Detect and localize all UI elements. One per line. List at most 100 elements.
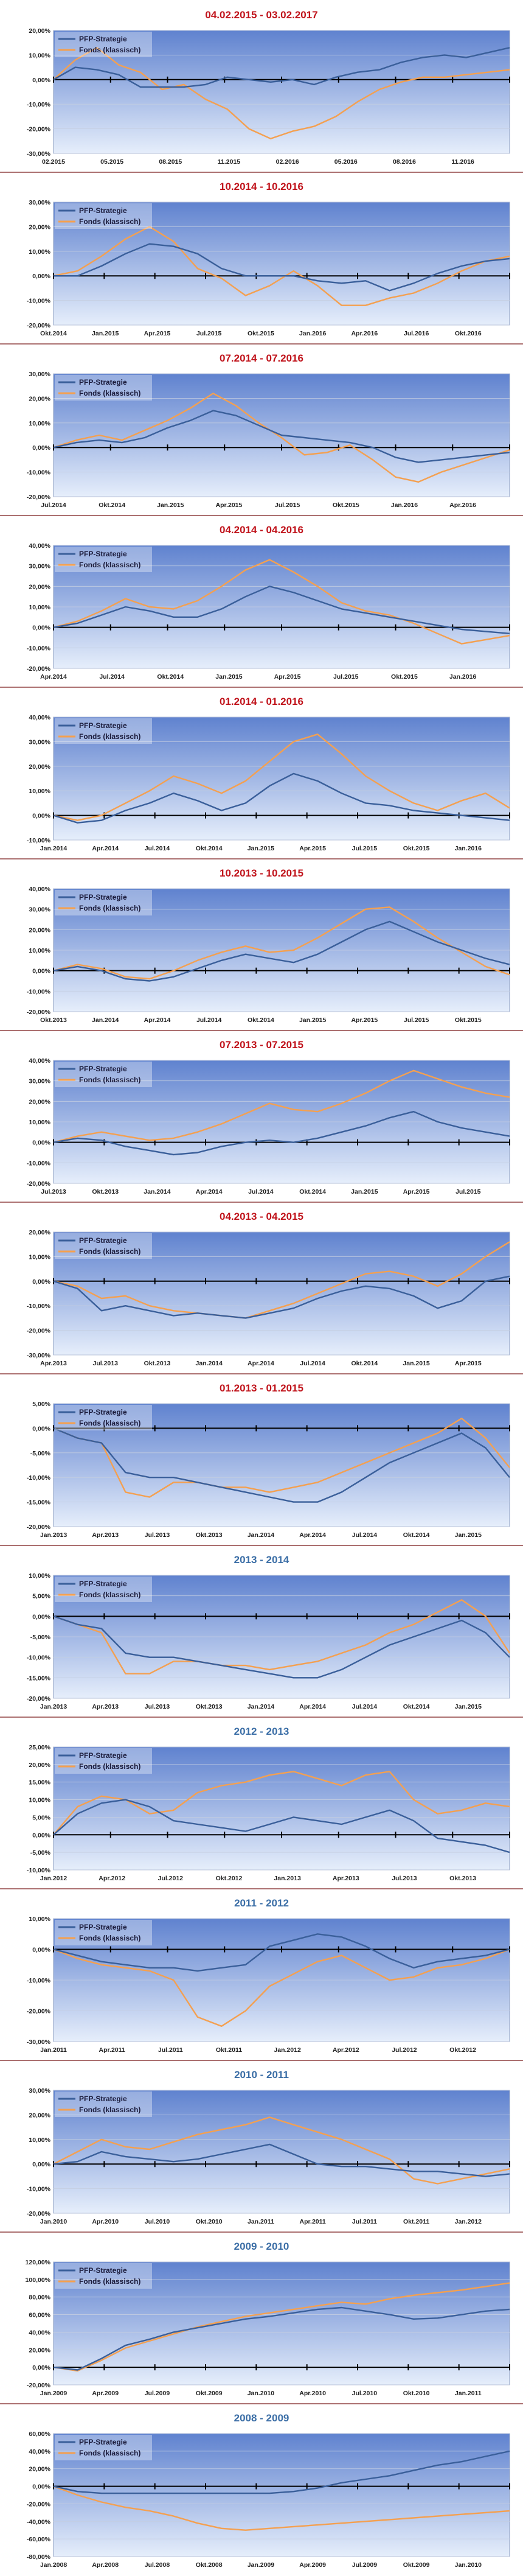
y-tick-label: 10,00% bbox=[29, 52, 50, 59]
chart-panel: 10.2014 - 10.2016 30,00% 20,00% 10,00% 0,00%… bbox=[0, 172, 523, 343]
x-tick-label: Jul.2013 bbox=[41, 1188, 66, 1195]
y-tick-label: -20,00% bbox=[27, 1328, 51, 1335]
legend: PFP-Strategie Fonds (klassisch) bbox=[55, 1748, 152, 1774]
y-tick-label: -10,00% bbox=[27, 1160, 51, 1167]
chart-panel: 2009 - 2010 120,00% 100,00% 80,00% 60,00% 40,… bbox=[0, 2231, 523, 2403]
x-tick-label: Okt.2013 bbox=[92, 1188, 119, 1195]
x-tick-label: Apr.2010 bbox=[92, 2218, 119, 2225]
x-tick-label: Apr.2014 bbox=[299, 1531, 326, 1539]
y-tick-label: -10,00% bbox=[27, 645, 51, 652]
y-tick-label: 20,00% bbox=[29, 1762, 50, 1769]
legend-label: PFP-Strategie bbox=[79, 721, 127, 730]
y-tick-label: -20,00% bbox=[27, 1180, 51, 1188]
x-tick-label: Jul.2009 bbox=[352, 2561, 378, 2569]
legend-box bbox=[55, 1062, 152, 1087]
line-chart: 10.2013 - 10.2015 40,00% 30,00% 20,00% 10,00… bbox=[0, 858, 523, 1024]
chart-panel: 01.2013 - 01.2015 5,00% 0,00% -5,00% -10,00%… bbox=[0, 1373, 523, 1545]
x-tick-label: 05.2015 bbox=[100, 158, 123, 166]
legend: PFP-Strategie Fonds (klassisch) bbox=[55, 1062, 152, 1087]
x-tick-label: Okt.2013 bbox=[144, 1360, 171, 1367]
x-tick-label: Jul.2015 bbox=[196, 330, 222, 337]
x-tick-label: Okt.2014 bbox=[299, 1188, 326, 1195]
y-tick-label: 40,00% bbox=[29, 542, 50, 550]
series-line-fonds-klassisch bbox=[53, 2485, 510, 2531]
x-tick-label: Jan.2015 bbox=[215, 673, 243, 681]
x-tick-label: Apr.2008 bbox=[92, 2561, 119, 2569]
legend: PFP-Strategie Fonds (klassisch) bbox=[55, 718, 152, 744]
line-chart: 01.2013 - 01.2015 5,00% 0,00% -5,00% -10,00%… bbox=[0, 1373, 523, 1539]
x-tick-label: Jan.2015 bbox=[455, 1703, 482, 1710]
legend-label: Fonds (klassisch) bbox=[79, 561, 140, 569]
y-tick-label: 0,00% bbox=[32, 2364, 50, 2371]
y-tick-label: -20,00% bbox=[27, 1524, 51, 1531]
x-tick-label: Jul.2013 bbox=[145, 1703, 170, 1710]
x-tick-label: Okt.2013 bbox=[449, 1875, 476, 1882]
x-tick-label: 08.2015 bbox=[159, 158, 182, 166]
y-tick-label: 20,00% bbox=[29, 926, 50, 934]
y-tick-label: -10,00% bbox=[27, 101, 51, 108]
series-line-fonds-klassisch bbox=[53, 1241, 510, 1319]
series-line-fonds-klassisch bbox=[53, 1417, 510, 1498]
x-tick-label: Jan.2011 bbox=[40, 2046, 67, 2054]
chart-title: 2010 - 2011 bbox=[234, 2069, 289, 2081]
y-tick-label: -30,00% bbox=[27, 2039, 51, 2046]
line-chart: 07.2013 - 07.2015 40,00% 30,00% 20,00% 10,00… bbox=[0, 1030, 523, 1195]
x-tick-label: Okt.2009 bbox=[403, 2561, 430, 2569]
plot-area bbox=[53, 201, 510, 326]
series-line-pfp-strategie bbox=[53, 920, 510, 982]
x-tick-label: Jan.2015 bbox=[299, 1017, 327, 1024]
x-tick-label: 05.2016 bbox=[334, 158, 358, 166]
y-tick-label: 20,00% bbox=[29, 1229, 50, 1236]
y-tick-label: 10,00% bbox=[29, 1916, 50, 1923]
chart-panel: 07.2013 - 07.2015 40,00% 30,00% 20,00% 10,00… bbox=[0, 1030, 523, 1202]
y-tick-label: 20,00% bbox=[29, 395, 50, 402]
chart-panel: 04.2013 - 04.2015 20,00% 10,00% 0,00% -10,00… bbox=[0, 1202, 523, 1373]
legend: PFP-Strategie Fonds (klassisch) bbox=[55, 1405, 152, 1430]
y-tick-label: -10,00% bbox=[27, 837, 51, 844]
series-line-pfp-strategie bbox=[53, 1933, 510, 1972]
y-tick-label: -80,00% bbox=[27, 2553, 51, 2561]
x-tick-label: Jul.2014 bbox=[300, 1360, 325, 1367]
y-tick-label: 25,00% bbox=[29, 1744, 50, 1751]
y-tick-label: 60,00% bbox=[29, 2431, 50, 2438]
x-tick-label: Jul.2008 bbox=[145, 2561, 170, 2569]
x-tick-label: Jan.2015 bbox=[455, 1531, 482, 1539]
legend-label: Fonds (klassisch) bbox=[79, 389, 140, 397]
y-tick-label: 0,00% bbox=[32, 77, 50, 84]
x-tick-label: Jul.2015 bbox=[455, 1188, 481, 1195]
y-tick-label: 10,00% bbox=[29, 604, 50, 611]
y-tick-label: -20,00% bbox=[27, 2008, 51, 2015]
x-tick-label: Apr.2014 bbox=[299, 1703, 326, 1710]
legend-box bbox=[55, 718, 152, 744]
legend-label: Fonds (klassisch) bbox=[79, 1762, 140, 1771]
x-tick-label: Jan.2011 bbox=[248, 2218, 274, 2225]
x-tick-label: 11.2016 bbox=[451, 158, 474, 166]
y-tick-label: 20,00% bbox=[29, 1098, 50, 1105]
legend-label: PFP-Strategie bbox=[79, 206, 127, 215]
series-line-fonds-klassisch bbox=[53, 733, 510, 821]
x-tick-label: Jul.2012 bbox=[392, 2046, 417, 2054]
y-tick-label: 0,00% bbox=[32, 273, 50, 280]
legend-label: Fonds (klassisch) bbox=[79, 2277, 140, 2286]
legend: PFP-Strategie Fonds (klassisch) bbox=[55, 1233, 152, 1259]
series-line-pfp-strategie bbox=[54, 243, 510, 292]
series-line-pfp-strategie bbox=[53, 410, 510, 463]
x-tick-label: Apr.2015 bbox=[274, 673, 301, 681]
x-tick-label: Okt.2010 bbox=[403, 2390, 430, 2397]
y-tick-label: -10,00% bbox=[27, 298, 51, 305]
series-line-pfp-strategie bbox=[53, 1110, 510, 1156]
x-tick-label: Okt.2014 bbox=[196, 845, 223, 852]
y-tick-label: 30,00% bbox=[29, 1078, 50, 1085]
line-chart: 04.02.2015 - 03.02.2017 20,00% 10,00% 0,00%… bbox=[27, 9, 510, 166]
x-tick-label: Jan.2008 bbox=[40, 2561, 68, 2569]
series-line-pfp-strategie bbox=[53, 2306, 510, 2371]
x-tick-label: Okt.2008 bbox=[196, 2561, 223, 2569]
x-tick-label: Jan.2015 bbox=[403, 1360, 430, 1367]
y-tick-label: 10,00% bbox=[29, 947, 50, 954]
y-tick-label: 10,00% bbox=[29, 788, 50, 795]
series-line-fonds-klassisch bbox=[53, 393, 510, 483]
x-tick-label: Jul.2014 bbox=[145, 845, 170, 852]
legend-box bbox=[55, 2263, 152, 2289]
line-chart: 2012 - 2013 25,00% 20,00% 15,00% 10,00% 5,00%… bbox=[0, 1717, 523, 1882]
series-line-pfp-strategie bbox=[53, 1799, 510, 1853]
